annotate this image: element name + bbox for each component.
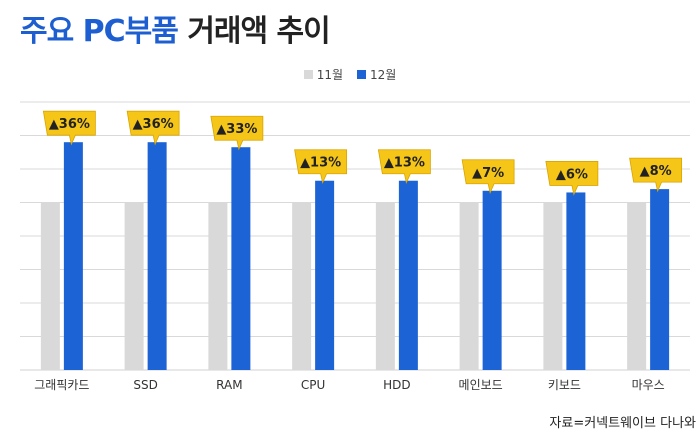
callout-bubble [126, 110, 180, 146]
x-tick-label: SSD [133, 378, 157, 392]
bar-nov [543, 202, 563, 370]
legend-item-nov: 11월 [303, 66, 343, 83]
callout-bubble [461, 159, 515, 195]
callout-bubble [377, 149, 431, 184]
x-tick-label: RAM [216, 378, 242, 392]
legend-label-dec: 12월 [370, 68, 397, 82]
source-note: 자료=커넥트웨이브 다나와 [549, 416, 696, 431]
data-label: ▲36% [49, 117, 90, 132]
callout-bubble [629, 157, 683, 193]
x-tick-label: HDD [383, 378, 411, 392]
bar-dec [566, 192, 586, 370]
title-part-2: 거래액 추이 [187, 14, 330, 49]
data-label: ▲13% [384, 156, 425, 171]
bar-nov [40, 202, 60, 370]
x-tick-label: 그래픽카드 [34, 378, 89, 392]
callout-bubble [294, 149, 348, 184]
data-label: ▲7% [472, 166, 504, 181]
bar-dec [63, 142, 83, 370]
bar-dec [315, 180, 335, 370]
page-title: 주요 PC부품 거래액 추이 [20, 6, 331, 50]
data-label: ▲8% [640, 164, 672, 179]
data-label: ▲6% [556, 167, 588, 182]
legend-label-nov: 11월 [316, 68, 343, 82]
x-tick-label: CPU [301, 378, 325, 392]
callout-bubble [42, 110, 96, 146]
legend-swatch-dec [357, 70, 366, 79]
x-tick-label: 키보드 [548, 378, 581, 392]
title-part-1: 주요 PC부품 [20, 14, 179, 49]
bar-dec [650, 189, 670, 370]
bar-nov [459, 202, 479, 370]
bar-dec [231, 147, 251, 370]
bar-nov [208, 202, 228, 370]
bar-nov [292, 202, 312, 370]
data-label: ▲36% [133, 117, 174, 132]
data-label: ▲33% [216, 122, 257, 137]
data-label: ▲13% [300, 156, 341, 171]
bar-dec [482, 190, 502, 370]
bar-nov [627, 202, 647, 370]
legend-item-dec: 12월 [357, 66, 396, 83]
bar-nov [375, 202, 395, 370]
bar-dec [398, 180, 418, 370]
x-tick-label: 메인보드 [459, 378, 503, 392]
x-tick-label: 마우스 [632, 378, 665, 392]
callout-bubble [545, 161, 599, 196]
chart-legend: 11월 12월 [0, 66, 700, 83]
legend-swatch-nov [303, 70, 313, 79]
bar-dec [147, 142, 167, 370]
bar-nov [124, 202, 144, 370]
callout-bubble [210, 115, 264, 151]
